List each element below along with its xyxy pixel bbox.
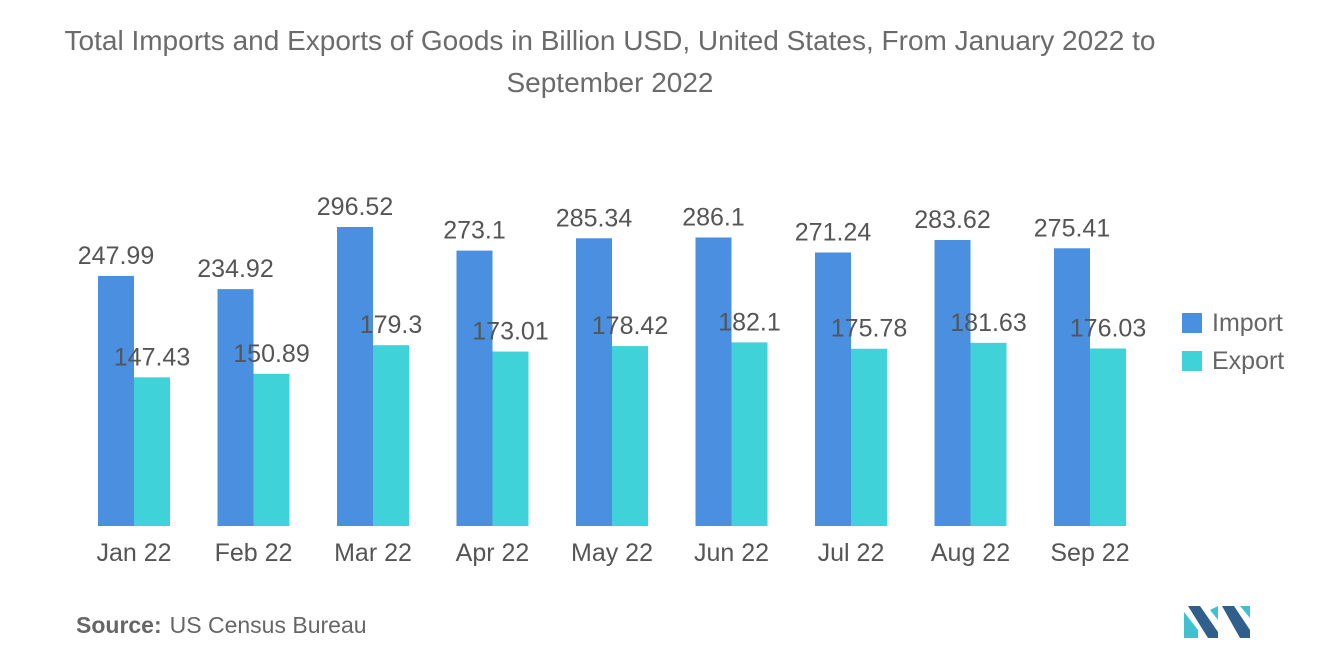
- legend-label-export: Export: [1212, 346, 1285, 375]
- data-label-import: 273.1: [443, 217, 506, 245]
- data-label-export: 176.03: [1070, 314, 1146, 342]
- bar-import: [815, 252, 851, 526]
- data-label-import: 286.1: [682, 204, 745, 232]
- data-label-import: 285.34: [556, 204, 633, 232]
- data-label-export: 173.01: [472, 318, 548, 346]
- x-tick-label: Jan 22: [96, 539, 171, 567]
- x-tick-label: Apr 22: [456, 539, 530, 567]
- legend-swatch-export: [1182, 351, 1202, 371]
- data-label-import: 271.24: [795, 218, 872, 246]
- bar-export: [253, 373, 290, 526]
- chart-legend: Import Export: [1182, 304, 1284, 380]
- x-tick-label: Mar 22: [334, 539, 412, 567]
- legend-swatch-import: [1182, 313, 1202, 333]
- bar-export: [134, 377, 170, 526]
- x-tick-label: Jun 22: [694, 539, 769, 567]
- source-note: Source: US Census Bureau: [76, 612, 367, 639]
- data-label-import: 234.92: [197, 255, 273, 283]
- data-label-export: 150.89: [233, 340, 309, 368]
- bar-export: [373, 345, 409, 526]
- x-tick-label: Sep 22: [1050, 539, 1129, 567]
- legend-item-export: Export: [1182, 342, 1284, 380]
- data-label-export: 147.43: [114, 343, 190, 371]
- bar-export: [970, 342, 1007, 526]
- mordor-logo-icon: [1184, 606, 1250, 638]
- bar-export: [612, 346, 648, 526]
- bar-import: [456, 250, 493, 526]
- legend-label-import: Import: [1212, 308, 1283, 337]
- data-label-export: 175.78: [831, 315, 907, 343]
- bar-import: [217, 289, 254, 526]
- bar-export: [731, 342, 768, 526]
- bar-import: [695, 237, 732, 527]
- data-label-export: 179.3: [360, 311, 423, 339]
- bar-import: [1054, 248, 1090, 526]
- bar-export: [492, 351, 529, 526]
- legend-item-import: Import: [1182, 304, 1284, 342]
- x-tick-label: Jul 22: [818, 539, 885, 567]
- bar-import: [98, 275, 134, 526]
- data-label-export: 181.63: [950, 309, 1026, 337]
- data-label-import: 247.99: [78, 242, 154, 270]
- data-label-import: 296.52: [317, 193, 393, 221]
- data-label-import: 275.41: [1034, 214, 1110, 242]
- x-tick-label: May 22: [571, 539, 653, 567]
- source-text: US Census Bureau: [169, 612, 367, 638]
- data-label-import: 283.62: [914, 206, 990, 234]
- x-tick-label: Aug 22: [931, 539, 1010, 567]
- bar-export: [851, 348, 887, 526]
- bar-import: [934, 240, 971, 527]
- source-label: Source:: [76, 612, 162, 638]
- x-tick-label: Feb 22: [215, 539, 293, 567]
- bar-export: [1090, 348, 1126, 526]
- bar-import: [576, 238, 612, 526]
- data-label-export: 178.42: [592, 312, 668, 340]
- bar-import: [337, 227, 373, 526]
- chart-title: Total Imports and Exports of Goods in Bi…: [64, 25, 1156, 98]
- data-label-export: 182.1: [718, 308, 781, 336]
